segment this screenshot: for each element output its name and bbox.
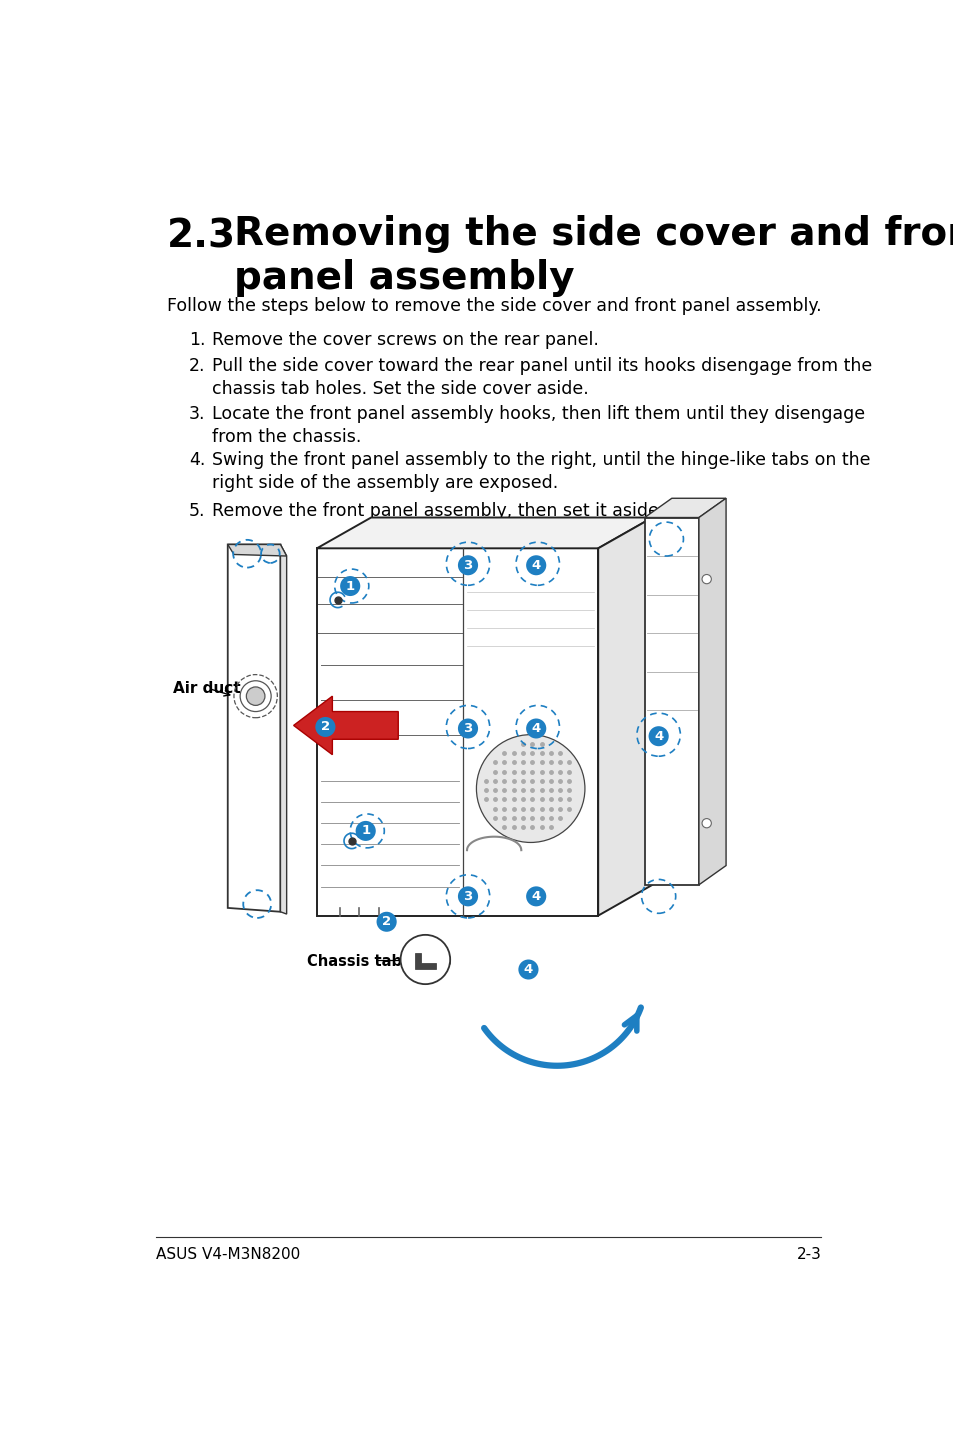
Text: 2-3: 2-3	[796, 1248, 821, 1263]
Polygon shape	[228, 545, 286, 557]
Text: 5.: 5.	[189, 502, 205, 521]
Polygon shape	[415, 953, 436, 969]
Polygon shape	[699, 499, 725, 884]
Circle shape	[525, 719, 546, 739]
Polygon shape	[644, 518, 699, 884]
Polygon shape	[598, 518, 652, 916]
Circle shape	[457, 719, 477, 739]
Polygon shape	[228, 545, 280, 912]
Circle shape	[648, 726, 668, 746]
Circle shape	[340, 577, 360, 597]
Circle shape	[457, 886, 477, 906]
Text: 3: 3	[463, 559, 472, 572]
Polygon shape	[644, 499, 725, 518]
Circle shape	[525, 886, 546, 906]
FancyBboxPatch shape	[316, 548, 598, 916]
Circle shape	[701, 818, 711, 828]
Text: Follow the steps below to remove the side cover and front panel assembly.: Follow the steps below to remove the sid…	[167, 298, 821, 315]
Text: 4: 4	[523, 963, 533, 976]
Circle shape	[525, 555, 546, 575]
Text: ASUS V4-M3N8200: ASUS V4-M3N8200	[156, 1248, 300, 1263]
Text: 2: 2	[320, 720, 330, 733]
Text: 3.: 3.	[189, 406, 205, 423]
Polygon shape	[316, 518, 652, 548]
Circle shape	[476, 735, 584, 843]
Circle shape	[457, 555, 477, 575]
Text: 1: 1	[361, 824, 370, 837]
Circle shape	[246, 687, 265, 706]
Text: Remove the cover screws on the rear panel.: Remove the cover screws on the rear pane…	[212, 331, 598, 349]
Text: Removing the side cover and front
panel assembly: Removing the side cover and front panel …	[233, 214, 953, 296]
Text: 4: 4	[531, 890, 540, 903]
Text: 4: 4	[531, 722, 540, 735]
Text: 4: 4	[654, 729, 662, 742]
Text: 1: 1	[345, 580, 355, 592]
Circle shape	[315, 718, 335, 736]
Text: 3: 3	[463, 722, 472, 735]
Text: 2.3: 2.3	[167, 217, 236, 255]
Circle shape	[400, 935, 450, 984]
Text: 4: 4	[531, 559, 540, 572]
Text: 2.: 2.	[189, 358, 205, 375]
Polygon shape	[280, 545, 286, 915]
Text: 3: 3	[463, 890, 472, 903]
Text: Swing the front panel assembly to the right, until the hinge-like tabs on the
ri: Swing the front panel assembly to the ri…	[212, 452, 870, 492]
Text: 4.: 4.	[189, 452, 205, 469]
Text: Chassis tab holes: Chassis tab holes	[307, 953, 451, 969]
Circle shape	[701, 575, 711, 584]
Circle shape	[355, 821, 375, 841]
Text: Air duct: Air duct	[173, 682, 241, 696]
Circle shape	[376, 912, 396, 932]
Circle shape	[517, 959, 537, 979]
Text: 2: 2	[381, 915, 391, 929]
Text: 1.: 1.	[189, 331, 205, 349]
Polygon shape	[294, 696, 397, 755]
Text: Locate the front panel assembly hooks, then lift them until they disengage
from : Locate the front panel assembly hooks, t…	[212, 406, 864, 446]
Text: Remove the front panel assembly, then set it aside.: Remove the front panel assembly, then se…	[212, 502, 664, 521]
Text: Pull the side cover toward the rear panel until its hooks disengage from the
cha: Pull the side cover toward the rear pane…	[212, 358, 872, 398]
